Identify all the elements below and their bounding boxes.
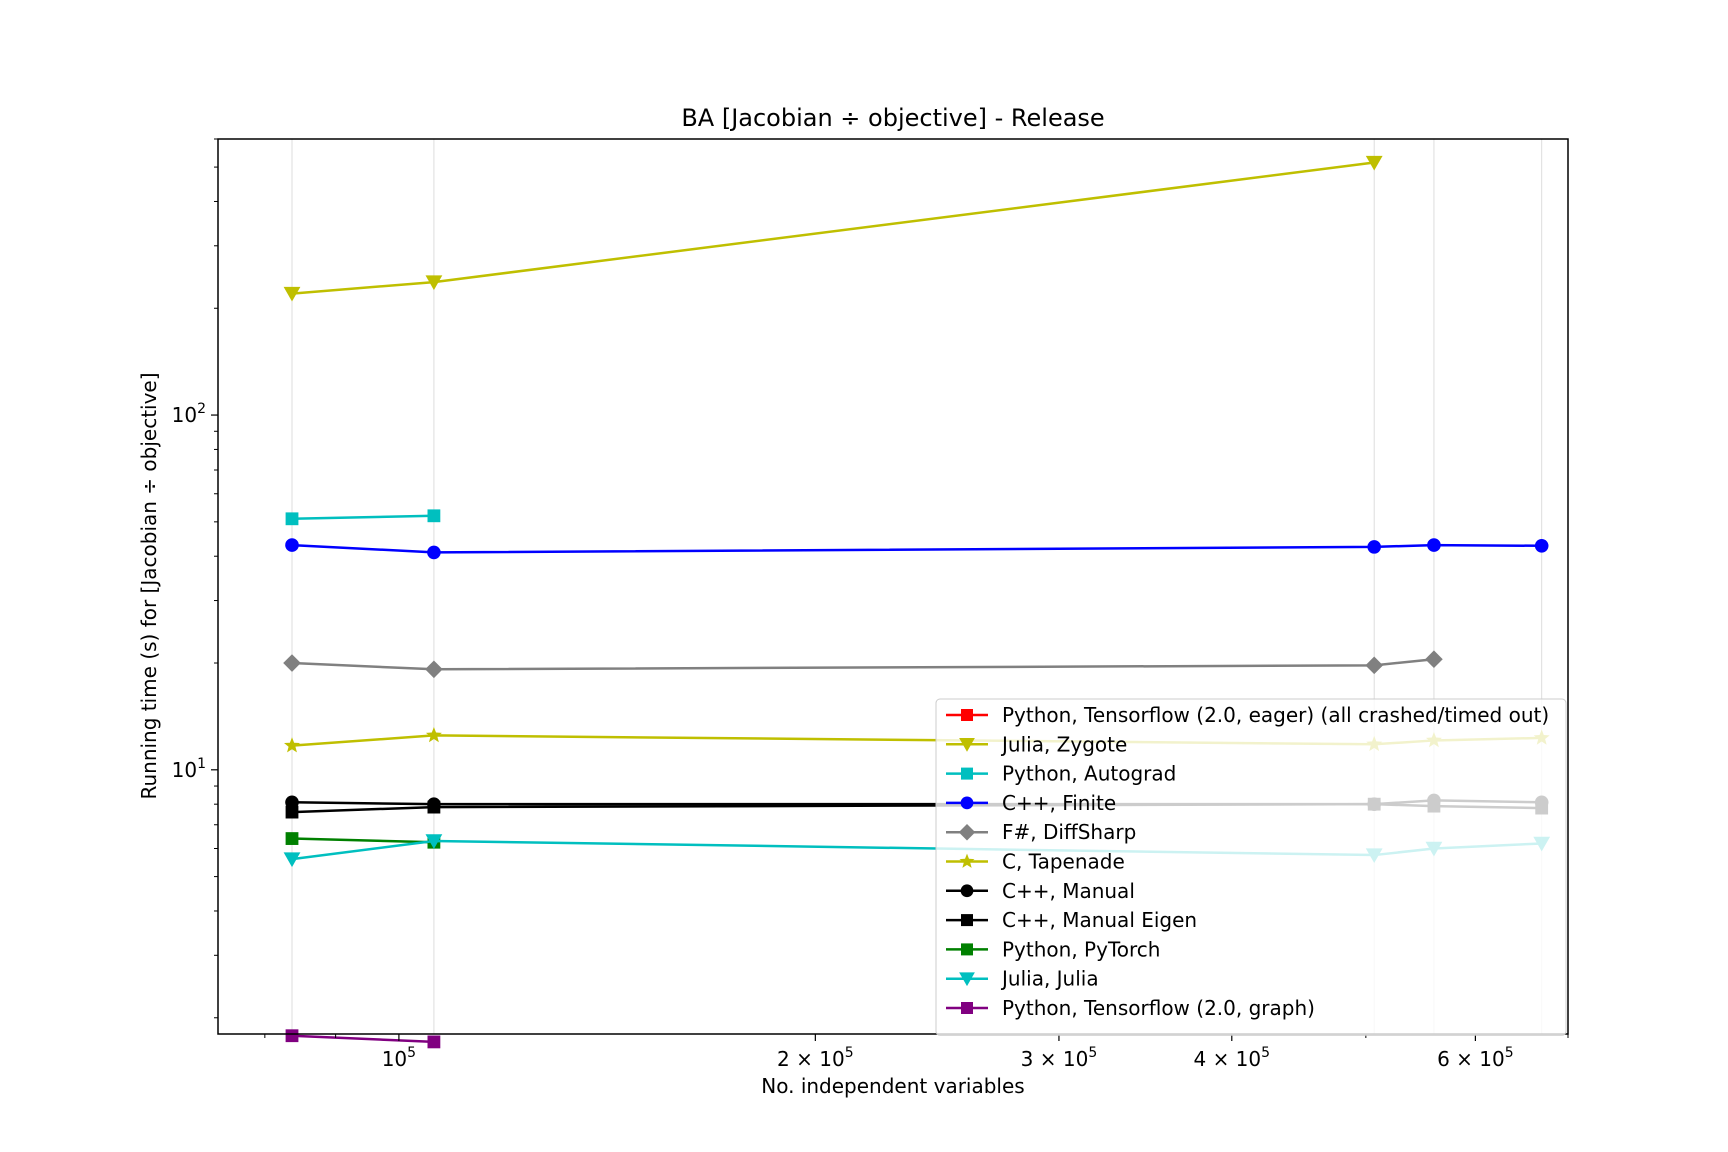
series-3: [285, 538, 1549, 560]
series-10-point-0: [285, 1029, 299, 1043]
legend: Python, Tensorflow (2.0, eager) (all cra…: [935, 698, 1567, 1036]
legend-marker-0: [961, 709, 973, 721]
series-3-point-3: [1427, 538, 1441, 552]
series-3-point-0: [285, 538, 299, 552]
legend-item-0: Python, Tensorflow (2.0, eager) (all cra…: [946, 703, 1549, 727]
legend-item-2: Python, Autograd: [946, 762, 1176, 786]
legend-label-5: C, Tapenade: [1002, 850, 1125, 874]
x-axis-label: No. independent variables: [761, 1074, 1024, 1098]
legend-label-9: Julia, Julia: [1000, 967, 1099, 991]
x-tick-label-4: 6 × 105: [1437, 1045, 1514, 1071]
y-axis-label: Running time (s) for [Jacobian ÷ objecti…: [137, 372, 161, 799]
legend-item-1: Julia, Zygote: [946, 732, 1127, 756]
legend-label-6: C++, Manual: [1002, 879, 1135, 903]
legend-item-3: C++, Finite: [946, 791, 1116, 815]
legend-marker-9: [959, 972, 975, 987]
series-2-point-1: [427, 509, 441, 523]
legend-label-1: Julia, Zygote: [1000, 732, 1127, 756]
chart-title: BA [Jacobian ÷ objective] - Release: [681, 104, 1104, 132]
legend-marker-8: [961, 943, 973, 956]
legend-marker-6: [960, 884, 974, 898]
series-9-point-0: [283, 852, 301, 868]
y-tick-label-0: 101: [172, 756, 206, 782]
series-5-point-0: [284, 737, 300, 753]
legend-item-5: C, Tapenade: [946, 850, 1125, 874]
x-tick-label-0: 105: [382, 1045, 416, 1071]
series-3-point-2: [1367, 540, 1382, 554]
series-5-point-1: [425, 727, 442, 743]
series-3-point-1: [427, 545, 441, 560]
series-7-point-1: [427, 800, 441, 814]
legend-label-2: Python, Autograd: [1002, 762, 1176, 786]
series-1-point-2: [1365, 155, 1383, 171]
series-1-point-0: [283, 286, 301, 302]
series-4-point-0: [283, 654, 301, 672]
legend-label-4: F#, DiffSharp: [1002, 820, 1136, 844]
series-1-point-1: [425, 275, 443, 291]
plot-frame: [217, 138, 1569, 1035]
series-4-point-1: [425, 660, 443, 679]
series-4-point-2: [1365, 656, 1384, 675]
legend-item-10: Python, Tensorflow (2.0, graph): [946, 996, 1315, 1020]
legend-marker-7: [961, 914, 973, 927]
series-9-point-1: [425, 834, 443, 849]
series-6-point-0: [285, 795, 299, 810]
y-axis: 101 102: [172, 138, 218, 1019]
series-1: [283, 155, 1383, 302]
series-3-point-4: [1534, 538, 1549, 553]
series-10-point-1: [427, 1035, 441, 1049]
x-tick-label-3: 4 × 105: [1193, 1045, 1270, 1071]
legend-label-10: Python, Tensorflow (2.0, graph): [1002, 996, 1315, 1020]
legend-box: [935, 698, 1567, 1036]
series-line-2: [291, 514, 434, 521]
x-axis: 105 2 × 105 3 × 105 4 × 105 6 × 105: [264, 1034, 1569, 1071]
legend-marker-1: [959, 738, 975, 752]
legend-label-8: Python, PyTorch: [1002, 937, 1160, 961]
legend-marker-2: [961, 767, 973, 780]
y-tick-label-1: 102: [172, 401, 206, 427]
legend-label-0: Python, Tensorflow (2.0, eager) (all cra…: [1002, 703, 1549, 727]
legend-item-4: F#, DiffSharp: [946, 820, 1136, 844]
series-7-point-0: [285, 805, 299, 819]
legend-label-3: C++, Finite: [1002, 791, 1116, 815]
x-tick-label-2: 3 × 105: [1021, 1045, 1098, 1071]
series-line-10: [291, 1034, 434, 1044]
series-4: [283, 650, 1443, 679]
legend-marker-3: [960, 796, 974, 810]
legend-label-7: C++, Manual Eigen: [1002, 908, 1197, 932]
legend-item-8: Python, PyTorch: [946, 937, 1160, 961]
x-tick-label-1: 2 × 105: [777, 1045, 854, 1071]
series-2: [285, 509, 441, 526]
series-8-point-0: [285, 832, 299, 845]
series-line-8: [291, 837, 434, 844]
series-10: [285, 1029, 441, 1049]
series-4-point-3: [1425, 650, 1443, 669]
legend-marker-4: [958, 823, 976, 841]
series-2-point-0: [285, 512, 299, 526]
series-line-4: [291, 657, 1435, 671]
legend-item-6: C++, Manual: [946, 879, 1135, 903]
legend-item-7: C++, Manual Eigen: [946, 908, 1197, 932]
legend-item-9: Julia, Julia: [946, 967, 1099, 991]
legend-marker-10: [961, 1002, 973, 1014]
legend-marker-5: [959, 853, 975, 868]
